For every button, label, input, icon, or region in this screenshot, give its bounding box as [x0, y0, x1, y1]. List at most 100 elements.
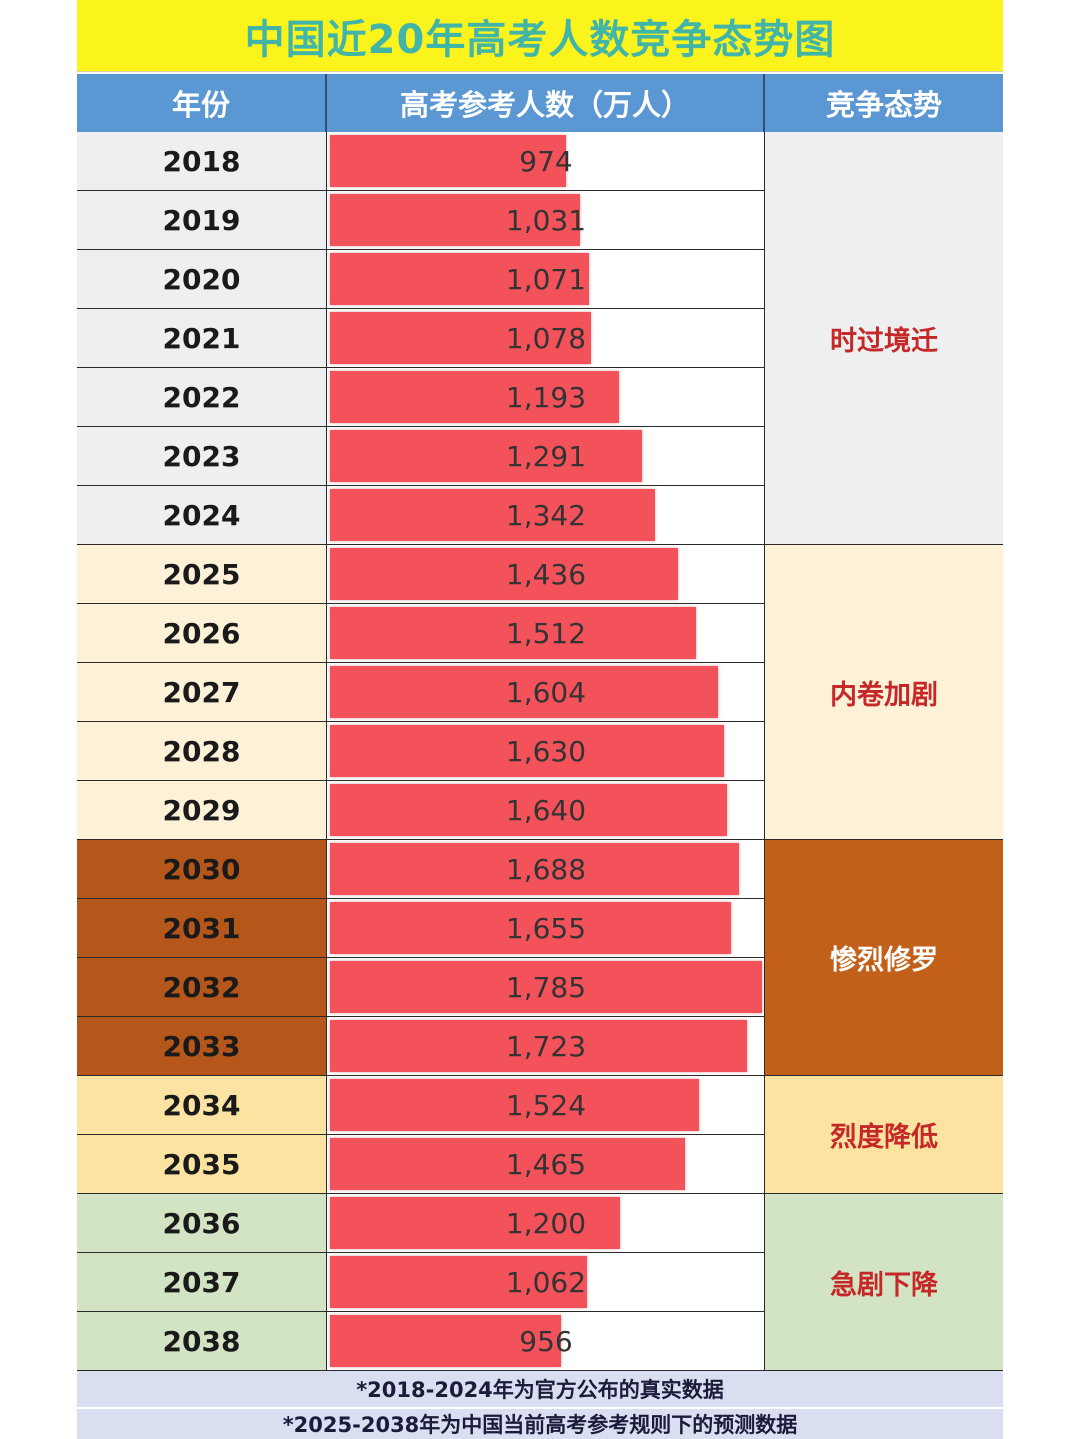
bar-cell: 974 [327, 132, 765, 191]
bar-2021 [330, 312, 591, 364]
year-label: 2030 [77, 840, 327, 899]
chart-frame: 中国近20年高考人数竞争态势图 年份 高考参考人数（万人） 竞争态势 2018 9… [77, 0, 1003, 1439]
bar-cell: 1,465 [327, 1135, 765, 1194]
bar-2025 [330, 548, 678, 600]
bar-value-label: 1,604 [505, 676, 587, 709]
bar-value-label: 1,031 [505, 204, 587, 237]
bar-cell: 1,071 [327, 250, 765, 309]
year-label: 2034 [77, 1076, 327, 1135]
year-label: 2028 [77, 722, 327, 781]
table-row: 2025 1,436 [77, 545, 765, 604]
table-row: 2024 1,342 [77, 486, 765, 545]
footnote-forecast-data: *2025-2038年为中国当前高考参考规则下的预测数据 [77, 1409, 1003, 1439]
bar-cell: 1,062 [327, 1253, 765, 1312]
footnote-real-data: *2018-2024年为官方公布的真实数据 [77, 1371, 1003, 1407]
year-label: 2029 [77, 781, 327, 840]
bar-value-label: 1,785 [505, 971, 587, 1004]
trend-cell: 惨烈修罗 [765, 840, 1003, 1076]
year-label: 2025 [77, 545, 327, 604]
bar-2033 [330, 1020, 747, 1072]
bar-value-label: 1,524 [505, 1089, 587, 1122]
bar-value-label: 1,688 [505, 853, 587, 886]
bar-2037 [330, 1256, 587, 1308]
table-row: 2020 1,071 [77, 250, 765, 309]
bar-cell: 1,630 [327, 722, 765, 781]
bar-2019 [330, 194, 580, 246]
bar-value-label: 1,436 [505, 558, 587, 591]
year-label: 2018 [77, 132, 327, 191]
table-row: 2019 1,031 [77, 191, 765, 250]
year-label: 2022 [77, 368, 327, 427]
bar-cell: 1,723 [327, 1017, 765, 1076]
chart-title: 中国近20年高考人数竞争态势图 [77, 0, 1003, 72]
bar-cell: 1,655 [327, 899, 765, 958]
bar-2018 [330, 135, 566, 187]
bar-2029 [330, 784, 727, 836]
bar-2023 [330, 430, 642, 482]
year-label: 2036 [77, 1194, 327, 1253]
bar-cell: 956 [327, 1312, 765, 1371]
bar-value-label: 1,078 [505, 322, 587, 355]
bar-value-label: 1,465 [505, 1148, 587, 1181]
table-row: 2026 1,512 [77, 604, 765, 663]
trend-cell: 急剧下降 [765, 1194, 1003, 1371]
year-label: 2023 [77, 427, 327, 486]
year-label: 2032 [77, 958, 327, 1017]
bar-cell: 1,200 [327, 1194, 765, 1253]
bar-2020 [330, 253, 589, 305]
bar-2026 [330, 607, 696, 659]
year-label: 2020 [77, 250, 327, 309]
bar-2032 [330, 961, 762, 1013]
bar-cell: 1,193 [327, 368, 765, 427]
bar-value-label: 1,512 [505, 617, 587, 650]
year-label: 2024 [77, 486, 327, 545]
bar-value-label: 1,630 [505, 735, 587, 768]
bar-value-label: 956 [519, 1325, 573, 1358]
bar-cell: 1,342 [327, 486, 765, 545]
bar-2028 [330, 725, 724, 777]
bar-2027 [330, 666, 718, 718]
year-label: 2031 [77, 899, 327, 958]
table-row: 2023 1,291 [77, 427, 765, 486]
year-label: 2033 [77, 1017, 327, 1076]
bar-value-label: 1,655 [505, 912, 587, 945]
trend-cell: 内卷加剧 [765, 545, 1003, 840]
bar-cell: 1,078 [327, 309, 765, 368]
bar-cell: 1,512 [327, 604, 765, 663]
bar-2022 [330, 371, 619, 423]
year-label: 2038 [77, 1312, 327, 1371]
table-row: 2034 1,524 [77, 1076, 765, 1135]
table-row: 2021 1,078 [77, 309, 765, 368]
bar-cell: 1,436 [327, 545, 765, 604]
bar-value-label: 974 [519, 145, 573, 178]
table-row: 2022 1,193 [77, 368, 765, 427]
bar-value-label: 1,071 [505, 263, 587, 296]
bar-2038 [330, 1315, 561, 1367]
table-row: 2032 1,785 [77, 958, 765, 1017]
table-row: 2035 1,465 [77, 1135, 765, 1194]
bar-2035 [330, 1138, 685, 1190]
trend-cell: 烈度降低 [765, 1076, 1003, 1194]
table-row: 2028 1,630 [77, 722, 765, 781]
year-label: 2027 [77, 663, 327, 722]
table-row: 2031 1,655 [77, 899, 765, 958]
bar-cell: 1,785 [327, 958, 765, 1017]
header-trend: 竞争态势 [825, 88, 942, 122]
table-row: 2018 974 [77, 132, 765, 191]
bar-cell: 1,640 [327, 781, 765, 840]
bar-value-label: 1,062 [505, 1266, 587, 1299]
bar-2034 [330, 1079, 699, 1131]
bar-value-label: 1,193 [505, 381, 587, 414]
table-row: 2038 956 [77, 1312, 765, 1371]
bar-2030 [330, 843, 739, 895]
bar-value-label: 1,200 [505, 1207, 587, 1240]
bar-value-label: 1,640 [505, 794, 587, 827]
table-row: 2027 1,604 [77, 663, 765, 722]
bar-value-label: 1,342 [505, 499, 587, 532]
bar-cell: 1,604 [327, 663, 765, 722]
bar-cell: 1,031 [327, 191, 765, 250]
bar-2031 [330, 902, 731, 954]
year-label: 2019 [77, 191, 327, 250]
bar-2024 [330, 489, 655, 541]
header-count: 高考参考人数（万人） [327, 74, 765, 132]
